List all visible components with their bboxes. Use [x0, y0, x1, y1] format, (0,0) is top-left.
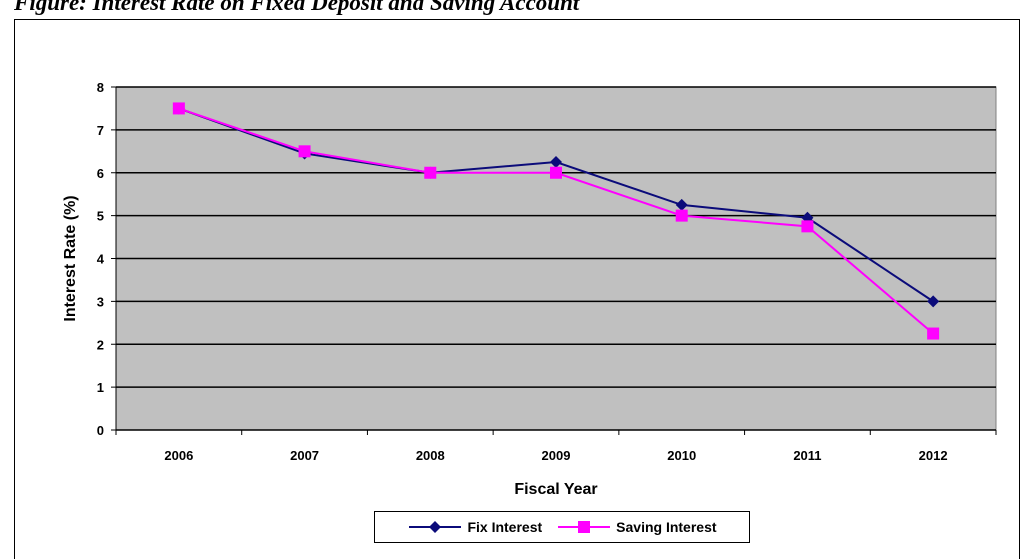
data-point-square [424, 166, 437, 179]
y-tick-label: 4 [97, 252, 105, 267]
legend-swatch-diamond-icon [409, 521, 462, 533]
data-point-square [298, 145, 311, 158]
y-tick-label: 2 [97, 337, 104, 352]
data-point-diamond [675, 198, 688, 211]
x-tick-label: 2007 [290, 448, 319, 463]
x-tick-label: 2008 [416, 448, 445, 463]
x-tick-label: 2006 [164, 448, 193, 463]
legend-swatch-square-icon [558, 521, 611, 533]
y-tick-label: 0 [97, 423, 104, 438]
data-point-square [675, 209, 688, 222]
marker-layer [172, 102, 940, 340]
data-point-square [927, 327, 940, 340]
x-tick-label: 2010 [667, 448, 696, 463]
y-axis-title: Interest Rate (%) [62, 195, 79, 321]
y-tick-label: 8 [97, 80, 104, 95]
data-point-square [550, 166, 562, 179]
legend-item-fix-interest: Fix Interest [407, 519, 542, 535]
x-tick-label: 2009 [542, 448, 571, 463]
axes: 0 1 2 3 4 5 6 7 8 2006 2007 2008 2009 2010 2011 2012 [97, 80, 997, 463]
y-tick-label: 5 [97, 209, 104, 224]
x-tick-label: 2011 [793, 448, 821, 463]
gridlines [116, 86, 996, 388]
y-tick-label: 7 [97, 123, 104, 138]
y-tick-label: 6 [97, 166, 104, 181]
data-point-square [801, 220, 814, 233]
legend-item-saving-interest: Saving Interest [556, 519, 717, 535]
x-axis-title: Fiscal Year [514, 481, 597, 498]
x-tick-label: 2012 [919, 448, 948, 463]
legend: Fix Interest Saving Interest [374, 511, 750, 543]
data-point-square [172, 102, 185, 115]
y-tick-label: 1 [97, 380, 104, 395]
page-title: Figure: Interest Rate on Fixed Deposit a… [14, 0, 580, 15]
data-point-diamond [927, 295, 940, 308]
data-point-diamond [550, 156, 562, 169]
legend-label-fix-interest: Fix Interest [467, 519, 543, 535]
y-tick-label: 3 [97, 294, 104, 309]
legend-label-saving-interest: Saving Interest [616, 519, 717, 535]
